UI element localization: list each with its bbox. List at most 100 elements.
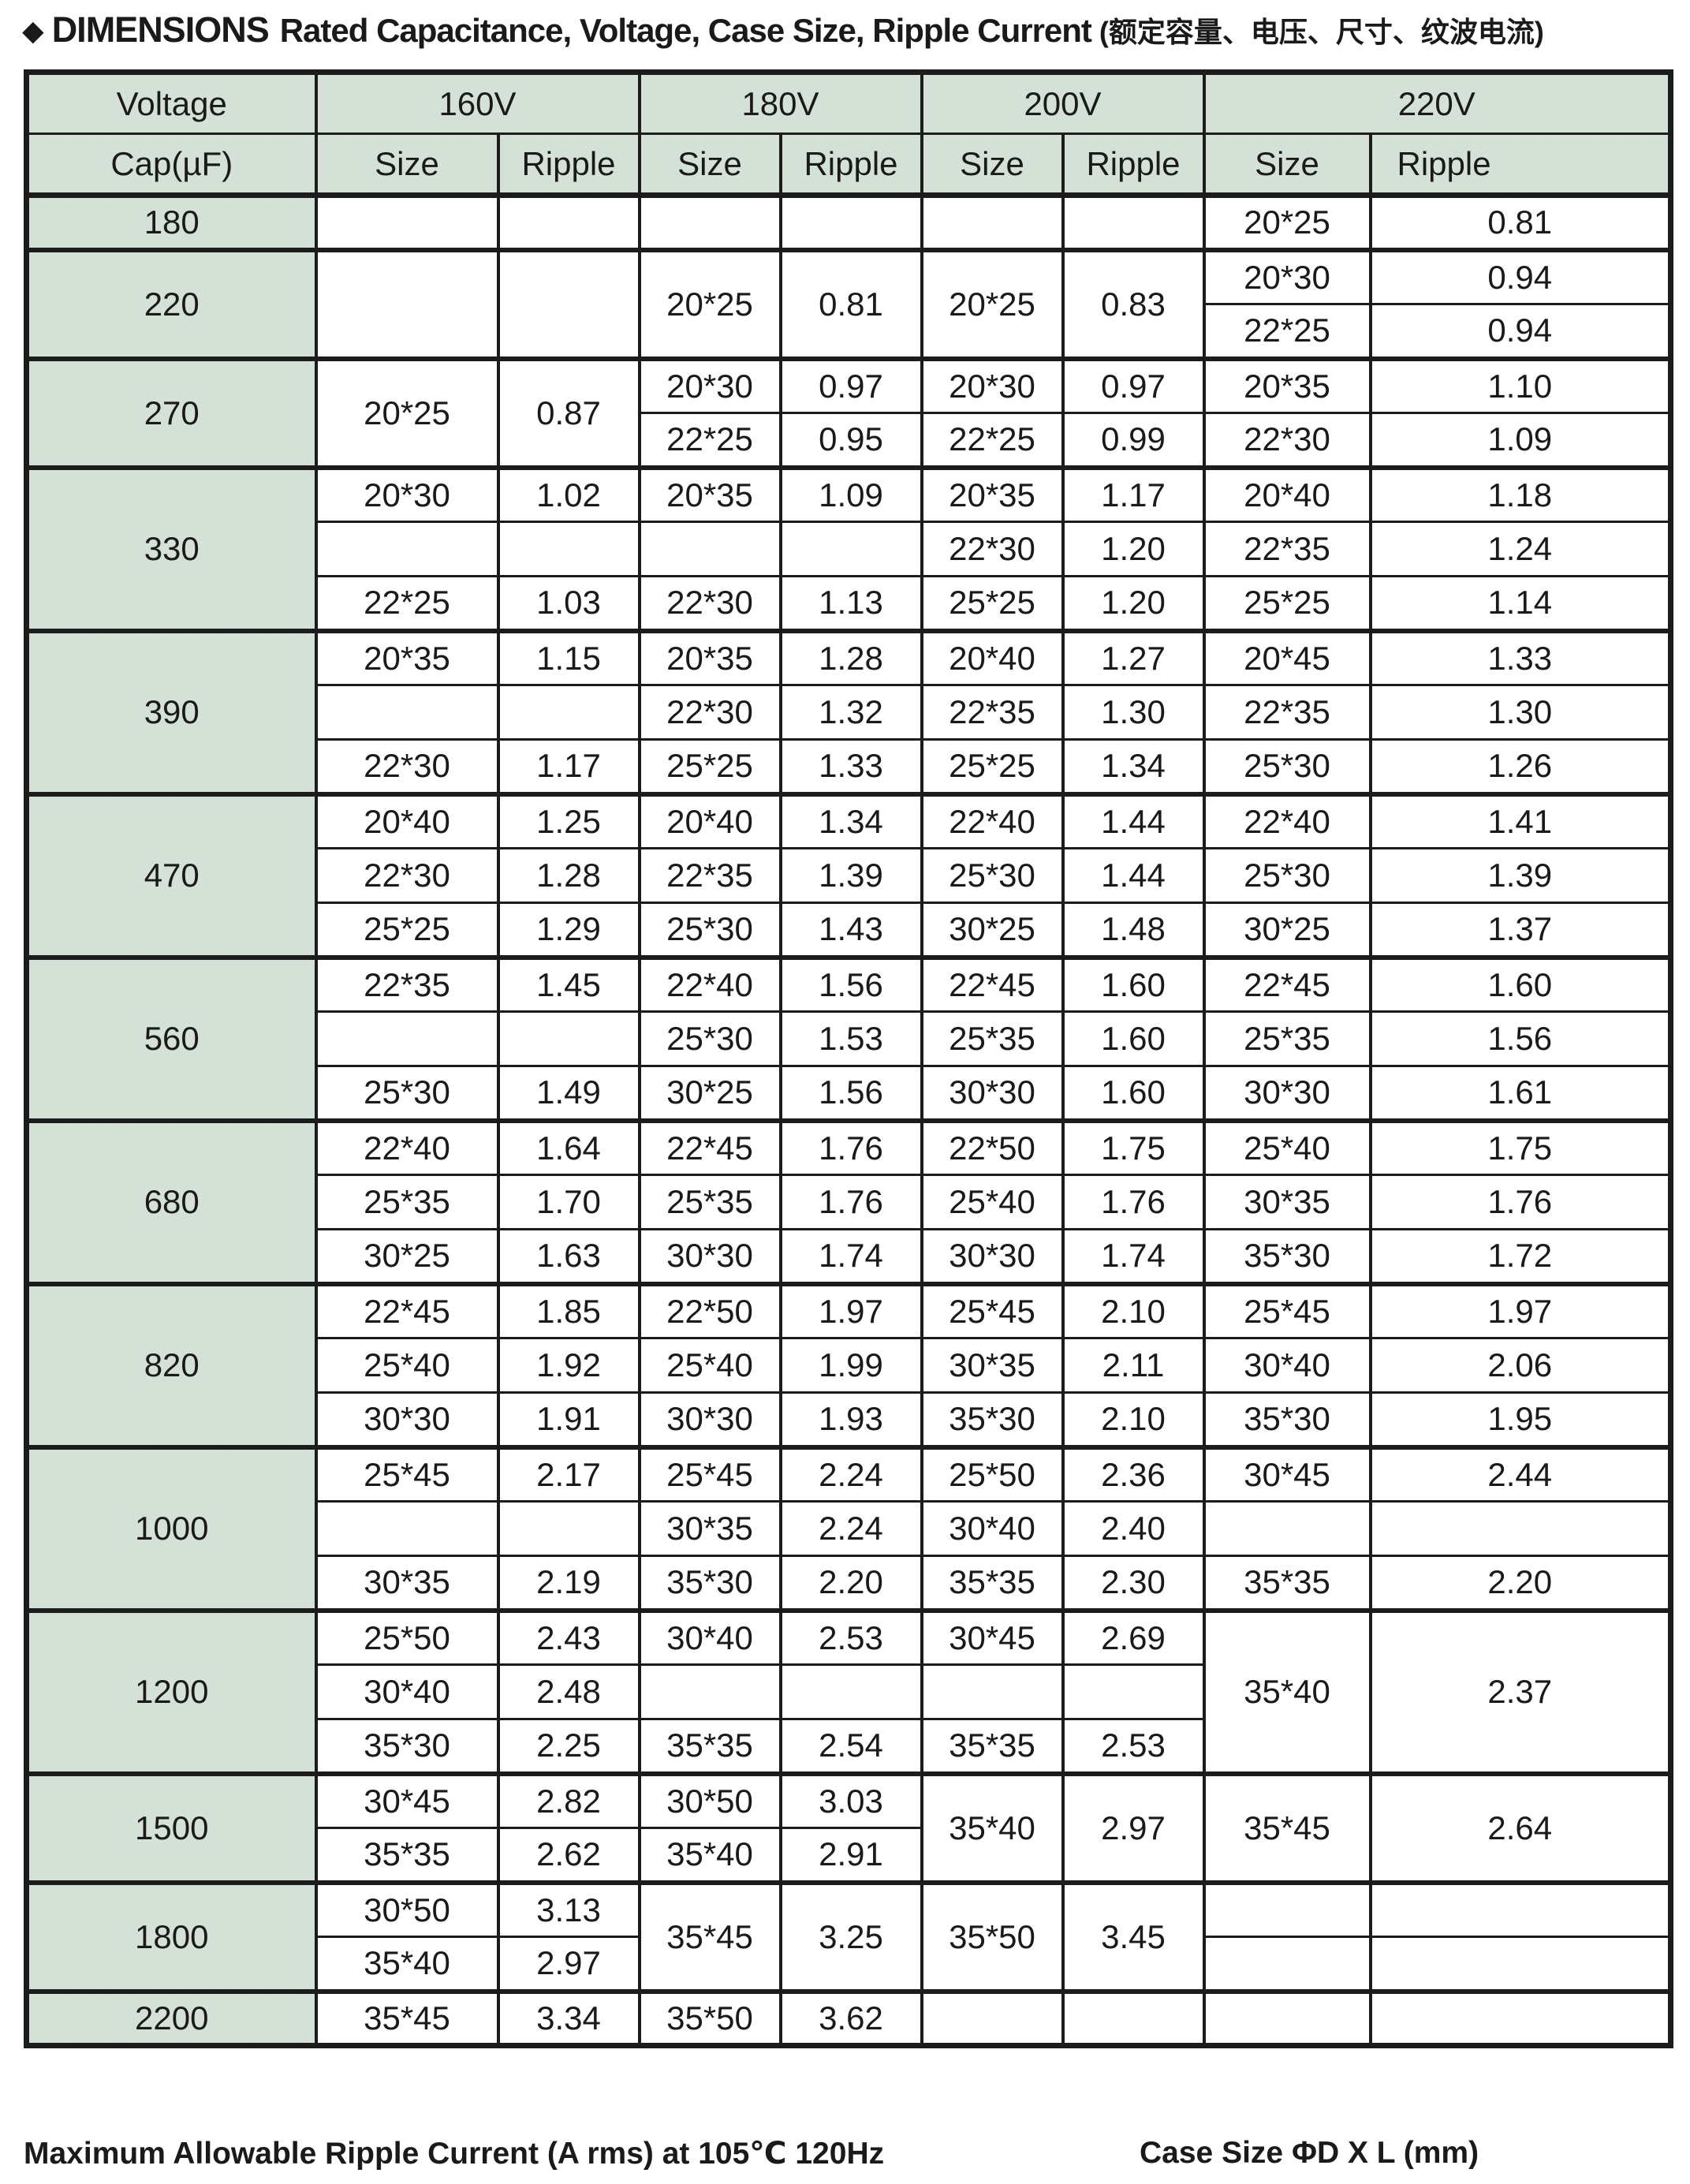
capacitance-value: 220 — [24, 247, 318, 360]
voltage-220v-header: 220V — [1202, 71, 1673, 135]
value-cell: 3.34 — [496, 1988, 641, 2047]
value-cell: 1.34 — [1061, 738, 1206, 795]
value-cell: 35*35 — [1202, 1555, 1372, 1611]
value-cell: 1.53 — [778, 1010, 923, 1067]
empty-cell — [637, 1663, 782, 1720]
value-cell: 1.03 — [496, 575, 641, 632]
value-cell: 25*25 — [314, 902, 500, 958]
empty-cell — [1368, 1988, 1673, 2047]
value-cell: 25*45 — [920, 1281, 1065, 1339]
value-cell: 20*35 — [637, 465, 782, 523]
value-cell: 25*50 — [920, 1444, 1065, 1503]
value-cell: 1.30 — [1061, 684, 1206, 741]
value-cell: 0.87 — [496, 356, 641, 469]
voltage-160v-header: 160V — [314, 71, 641, 135]
value-cell: 1.76 — [1368, 1174, 1673, 1230]
value-cell: 1.33 — [1368, 628, 1673, 686]
value-cell: 1.70 — [496, 1174, 641, 1230]
value-cell: 2.44 — [1368, 1444, 1673, 1503]
value-cell: 25*30 — [314, 1065, 500, 1122]
case-size-note: Case Size ΦD X L (mm) — [1140, 2136, 1479, 2170]
ripple-header-200v: Ripple — [1061, 133, 1206, 198]
value-cell: 1.93 — [778, 1391, 923, 1448]
value-cell: 2.17 — [496, 1444, 641, 1503]
table-row: 25*40 1.92 25*40 1.99 30*35 2.11 30*40 2.06 — [27, 1337, 1673, 1394]
value-cell: 2.19 — [496, 1555, 641, 1611]
value-cell: 35*40 — [1202, 1607, 1372, 1775]
empty-cell — [496, 1010, 641, 1067]
empty-cell — [920, 1988, 1065, 2047]
empty-cell — [314, 521, 500, 577]
value-cell: 35*35 — [920, 1718, 1065, 1775]
value-cell: 2.91 — [778, 1827, 923, 1883]
value-cell: 2.43 — [496, 1607, 641, 1666]
value-cell: 1.74 — [778, 1228, 923, 1285]
value-cell: 1.29 — [496, 902, 641, 958]
table-row: 22*30 1.32 22*35 1.30 22*35 1.30 — [27, 684, 1673, 741]
value-cell: 1.43 — [778, 902, 923, 958]
capacitance-value: 390 — [24, 628, 318, 795]
value-cell: 22*40 — [920, 791, 1065, 849]
value-cell: 1.74 — [1061, 1228, 1206, 1285]
value-cell: 2.06 — [1368, 1337, 1673, 1394]
empty-cell — [496, 247, 641, 360]
empty-cell — [496, 192, 641, 251]
empty-cell — [1202, 1500, 1372, 1557]
value-cell: 1.20 — [1061, 575, 1206, 632]
value-cell: 2.11 — [1061, 1337, 1206, 1394]
value-cell: 35*35 — [920, 1555, 1065, 1611]
value-cell: 20*35 — [1202, 356, 1372, 414]
value-cell: 1.18 — [1368, 465, 1673, 523]
empty-cell — [778, 521, 923, 577]
value-cell: 20*25 — [1202, 192, 1372, 251]
value-cell: 22*25 — [1202, 303, 1372, 360]
empty-cell — [637, 521, 782, 577]
value-cell: 3.62 — [778, 1988, 923, 2047]
value-cell: 1.61 — [1368, 1065, 1673, 1122]
table-row: 22*25 1.03 22*30 1.13 25*25 1.20 25*25 1.14 — [27, 575, 1673, 632]
value-cell: 30*45 — [920, 1607, 1065, 1666]
size-header-200v: Size — [920, 133, 1065, 198]
voltage-180v-header: 180V — [637, 71, 923, 135]
value-cell: 30*35 — [920, 1337, 1065, 1394]
value-cell: 20*30 — [637, 356, 782, 414]
value-cell: 35*40 — [637, 1827, 782, 1883]
empty-cell — [496, 1500, 641, 1557]
dimensions-table: Voltage 160V 180V 200V 220V Cap(µF) Size… — [24, 69, 1673, 2048]
value-cell: 2.24 — [778, 1444, 923, 1503]
value-cell: 1.56 — [1368, 1010, 1673, 1067]
value-cell: 22*30 — [637, 575, 782, 632]
value-cell: 30*30 — [637, 1391, 782, 1448]
value-cell: 25*40 — [920, 1174, 1065, 1230]
voltage-header: Voltage — [24, 71, 318, 135]
value-cell: 20*25 — [314, 356, 500, 469]
value-cell: 2.24 — [778, 1500, 923, 1557]
value-cell: 2.10 — [1061, 1281, 1206, 1339]
value-cell: 22*30 — [314, 738, 500, 795]
voltage-200v-header: 200V — [920, 71, 1206, 135]
value-cell: 1.30 — [1368, 684, 1673, 741]
value-cell: 30*35 — [637, 1500, 782, 1557]
value-cell: 20*40 — [920, 628, 1065, 686]
value-cell: 1.27 — [1061, 628, 1206, 686]
value-cell: 1.75 — [1368, 1118, 1673, 1176]
value-cell: 25*45 — [314, 1444, 500, 1503]
value-cell: 1.60 — [1061, 1010, 1206, 1067]
value-cell: 1.25 — [496, 791, 641, 849]
value-cell: 1.76 — [778, 1174, 923, 1230]
table-row: 390 20*35 1.15 20*35 1.28 20*40 1.27 20*45 1.33 — [24, 628, 1673, 795]
empty-cell — [1061, 192, 1206, 251]
table-row: 820 22*45 1.85 22*50 1.97 25*45 2.10 25*45 1.97 — [24, 1281, 1673, 1448]
value-cell: 30*40 — [920, 1500, 1065, 1557]
value-cell: 20*35 — [637, 628, 782, 686]
empty-cell — [314, 1500, 500, 1557]
value-cell: 0.94 — [1368, 303, 1673, 360]
value-cell: 30*45 — [1202, 1444, 1372, 1503]
title-subtitle: Rated Capacitance, Voltage, Case Size, R… — [279, 12, 1092, 49]
value-cell: 25*25 — [920, 738, 1065, 795]
value-cell: 22*25 — [314, 575, 500, 632]
value-cell: 1.24 — [1368, 521, 1673, 577]
value-cell: 20*45 — [1202, 628, 1372, 686]
value-cell: 25*30 — [637, 1010, 782, 1067]
value-cell: 20*40 — [1202, 465, 1372, 523]
